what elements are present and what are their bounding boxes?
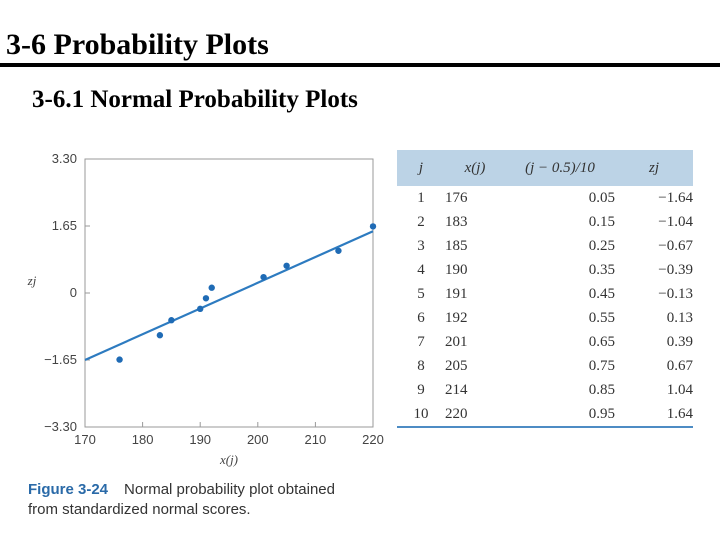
y-tick-label: −3.30 <box>44 419 77 434</box>
figure-label: Figure 3-24 <box>28 481 109 498</box>
cell-x: 214 <box>445 381 468 398</box>
data-point <box>197 305 204 313</box>
cell-x: 176 <box>445 189 468 206</box>
slide-subtitle: 3-6.1 Normal Probability Plots <box>32 86 358 113</box>
table-row: 5 191 0.45 −0.13 <box>397 282 693 306</box>
data-point <box>260 273 267 281</box>
x-axis-label: x(j) <box>219 452 238 467</box>
cell-x: 191 <box>445 285 468 302</box>
header-z: zj <box>648 159 659 176</box>
cell-x: 201 <box>445 333 468 350</box>
caption-line-1: Normal probability plot obtained <box>124 481 335 498</box>
table-row: 6 192 0.55 0.13 <box>397 306 693 330</box>
cell-x: 190 <box>445 261 468 278</box>
cell-z: −0.39 <box>658 261 693 278</box>
table-row: 4 190 0.35 −0.39 <box>397 258 693 282</box>
cell-probability: 0.15 <box>588 213 615 230</box>
data-point <box>156 332 164 339</box>
cell-j: 8 <box>417 357 425 374</box>
cell-probability: 0.55 <box>588 309 615 326</box>
cell-z: 0.13 <box>666 309 693 326</box>
table-row: 10 220 0.95 1.64 <box>397 402 693 428</box>
cell-j: 10 <box>397 402 445 428</box>
data-point <box>168 317 175 324</box>
cell-probability: 0.65 <box>588 333 615 350</box>
cell-probability: 0.25 <box>588 237 615 254</box>
cell-j: 6 <box>417 309 425 326</box>
cell-x: 185 <box>445 237 468 254</box>
table-header-row: j x(j) (j − 0.5)/10 zj <box>397 150 693 186</box>
header-j: j <box>418 159 424 176</box>
cell-z: 0.67 <box>666 357 693 374</box>
plot-frame <box>84 158 374 428</box>
x-tick-label: 180 <box>132 432 154 447</box>
cell-z: −0.13 <box>658 285 693 302</box>
table-row: 3 185 0.25 −0.67 <box>397 234 693 258</box>
cell-j: 3 <box>417 237 425 254</box>
header-x: x(j) <box>464 159 486 176</box>
x-tick-label: 210 <box>305 432 327 447</box>
cell-z: 1.64 <box>615 402 693 428</box>
table-row: 1 176 0.05 −1.64 <box>397 186 693 210</box>
cell-z: −1.04 <box>658 213 693 230</box>
x-tick-labels: 170 180 190 200 210 220 <box>74 432 384 447</box>
cell-x: 183 <box>445 213 468 230</box>
cell-z: 1.04 <box>666 381 693 398</box>
cell-probability: 0.45 <box>588 285 615 302</box>
y-tick-label: 0 <box>70 285 77 300</box>
cell-x: 192 <box>445 309 468 326</box>
cell-probability: 0.35 <box>588 261 615 278</box>
cell-probability: 0.05 <box>588 189 615 206</box>
cell-z: −0.67 <box>658 237 693 254</box>
y-axis-label: zj <box>27 273 37 288</box>
y-tick-label: −1.65 <box>44 352 77 367</box>
data-point <box>283 262 290 269</box>
y-tick-labels: 3.30 1.65 0 −1.65 −3.30 <box>44 151 77 434</box>
table-row: 8 205 0.75 0.67 <box>397 354 693 378</box>
cell-probability: 0.75 <box>588 357 615 374</box>
x-tick-label: 220 <box>362 432 384 447</box>
cell-j: 9 <box>417 381 425 398</box>
table-row: 9 214 0.85 1.04 <box>397 378 693 402</box>
cell-j: 2 <box>417 213 425 230</box>
data-point <box>335 247 342 254</box>
cell-z: −1.64 <box>658 189 693 206</box>
cell-probability: 0.95 <box>505 402 615 428</box>
x-tick-label: 190 <box>189 432 211 447</box>
table-row: 2 183 0.15 −1.04 <box>397 210 693 234</box>
header-probability: (j − 0.5)/10 <box>525 159 595 176</box>
cell-j: 7 <box>417 333 425 350</box>
data-point <box>369 223 377 230</box>
normal-scores-table: j x(j) (j − 0.5)/10 zj 1 176 0.05 −1.64 2 183… <box>397 150 693 428</box>
cell-probability: 0.85 <box>588 381 615 398</box>
figure-caption: Figure 3-24 Normal probability plot obtai… <box>28 480 335 520</box>
cell-x: 205 <box>445 357 468 374</box>
data-point <box>202 295 210 302</box>
title-divider <box>0 63 720 67</box>
axis-ticks <box>84 158 374 428</box>
cell-x: 220 <box>445 402 505 428</box>
y-tick-label: 1.65 <box>52 218 77 233</box>
x-tick-label: 170 <box>74 432 96 447</box>
slide-title: 3-6 Probability Plots <box>6 28 269 61</box>
cell-j: 4 <box>417 261 425 278</box>
fitted-line <box>84 230 374 362</box>
cell-z: 0.39 <box>666 333 693 350</box>
data-points <box>116 223 377 363</box>
y-tick-label: 3.30 <box>52 151 77 166</box>
x-tick-label: 200 <box>247 432 269 447</box>
data-point <box>208 284 215 291</box>
cell-j: 1 <box>417 189 425 206</box>
caption-line-2: from standardized normal scores. <box>28 501 251 518</box>
data-point <box>116 356 123 363</box>
table-row: 7 201 0.65 0.39 <box>397 330 693 354</box>
cell-j: 5 <box>417 285 425 302</box>
